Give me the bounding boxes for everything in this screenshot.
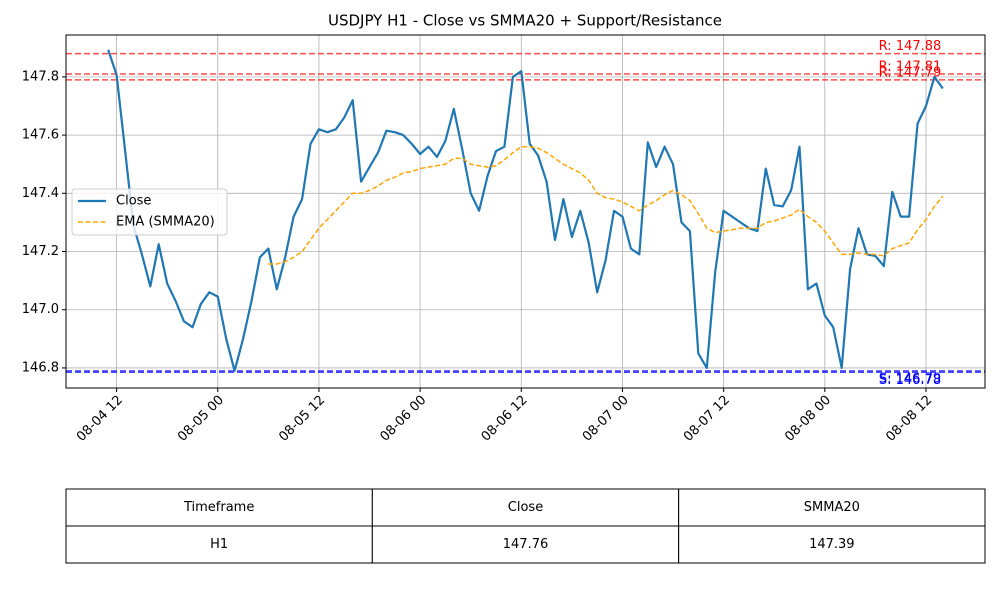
level-label: R: 147.81 [879,59,942,74]
level-label: S: 146.79 [879,371,941,386]
table-value: 147.39 [809,537,855,552]
x-tick-label: 08-08 00 [782,393,834,445]
plot-frame [65,34,986,389]
y-tick-label: 147.8 [22,69,59,84]
table-cell [371,525,680,564]
x-tick-label: 08-07 12 [681,393,733,445]
table-header: Timeframe [183,500,254,515]
level-label: R: 147.88 [879,39,942,54]
level-label: S: 146.78 [879,373,941,388]
x-tick-label: 08-07 00 [580,393,632,445]
table-cell [678,488,986,527]
x-tick-label: 08-05 00 [175,393,227,445]
series-line [268,145,944,265]
table-value: 147.76 [503,537,549,552]
y-tick-label: 147.6 [22,128,59,143]
x-tick-label: 08-06 00 [377,393,429,445]
table-cell [65,525,373,564]
y-tick-label: 147.0 [22,302,59,317]
table-value: H1 [210,537,228,552]
table-cell [678,525,986,564]
series-line [107,49,944,372]
y-tick-label: 147.2 [22,244,59,259]
y-tick-label: 146.8 [22,360,59,375]
legend-box [71,188,228,236]
x-tick-label: 08-05 12 [276,393,328,445]
table-cell [65,488,373,527]
table-cell [371,488,680,527]
x-tick-label: 08-04 12 [74,393,126,445]
chart-title: USDJPY H1 - Close vs SMMA20 + Support/Re… [328,12,722,30]
x-tick-label: 08-06 12 [479,393,531,445]
x-tick-label: 08-08 12 [883,393,935,445]
y-tick-label: 147.4 [22,186,59,201]
table-header: SMMA20 [804,500,860,515]
level-label: R: 147.79 [879,65,942,80]
table-header: Close [508,500,543,515]
legend-label: Close [116,194,151,209]
legend-label: EMA (SMMA20) [116,215,215,230]
